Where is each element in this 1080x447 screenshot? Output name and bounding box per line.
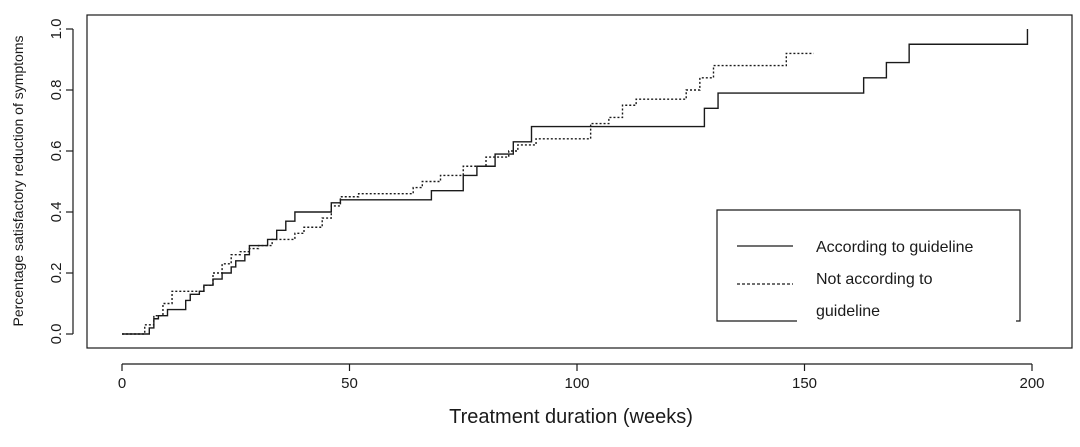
series-not-according-line <box>122 52 814 335</box>
y-tick-label: 0.6 <box>48 141 65 162</box>
legend: According to guideline Not according to … <box>716 209 1021 322</box>
x-tick-label: 150 <box>792 375 817 392</box>
x-tick-label: 200 <box>1019 375 1044 392</box>
legend-label-not-according: Not according to <box>816 271 933 288</box>
legend-label-according: According to guideline <box>816 239 974 256</box>
x-tick-label: 100 <box>564 375 589 392</box>
x-tick-label: 0 <box>118 375 126 392</box>
y-axis-title: Percentage satisfactory reduction of sym… <box>10 35 26 326</box>
x-axis-title: Treatment duration (weeks) <box>449 406 693 428</box>
series-layer <box>122 29 1029 335</box>
y-tick-label: 0.4 <box>48 202 65 223</box>
y-tick-label: 1.0 <box>48 19 65 40</box>
plot-frame <box>86 14 1073 349</box>
x-axis: 0 50 100 150 200 <box>118 363 1045 392</box>
x-tick-label: 50 <box>341 375 358 392</box>
y-axis: 0.0 0.2 0.4 0.6 0.8 1.0 <box>48 19 74 345</box>
legend-label-not-according-cont: guideline <box>816 303 880 320</box>
y-tick-label: 0.2 <box>48 263 65 284</box>
series-according-line <box>122 29 1029 335</box>
legend-box <box>716 209 1021 322</box>
y-tick-label: 0.0 <box>48 324 65 345</box>
y-tick-label: 0.8 <box>48 80 65 101</box>
